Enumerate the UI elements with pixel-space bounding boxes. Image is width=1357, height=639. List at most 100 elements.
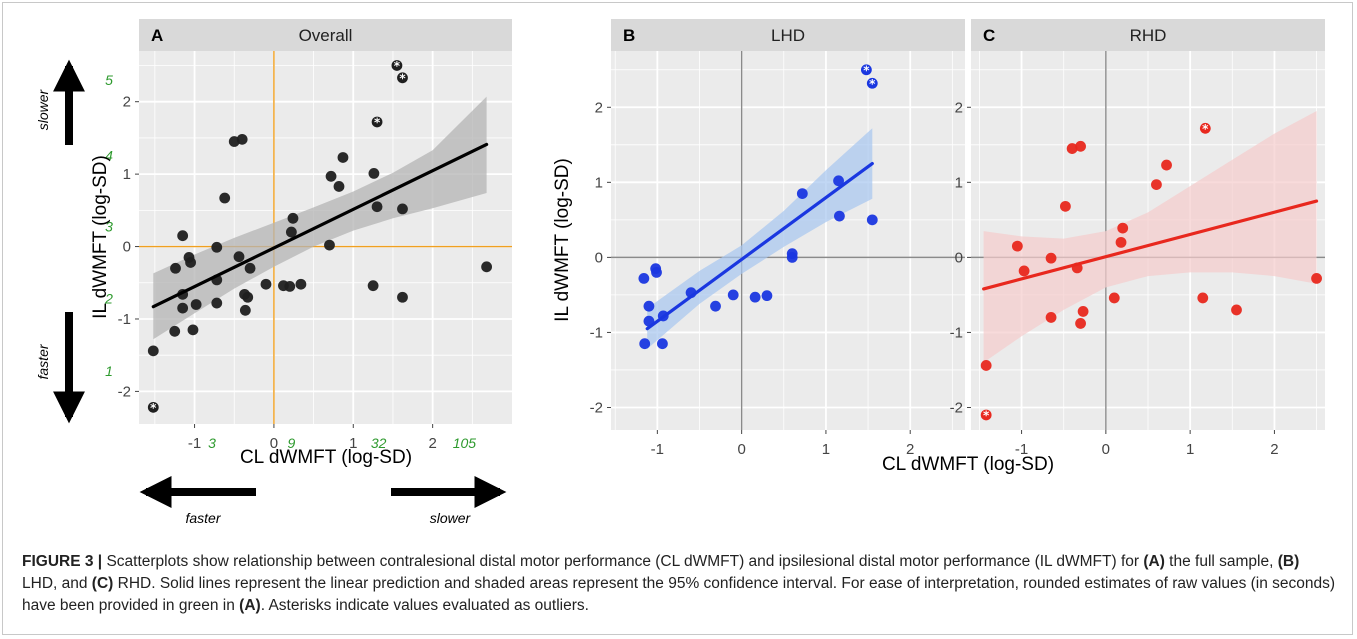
data-point: [239, 304, 251, 316]
data-point: [833, 175, 844, 187]
data-point: [284, 280, 296, 292]
data-point: [834, 210, 845, 222]
x-tick-label: 1: [1186, 441, 1194, 458]
x-tick-label: -1: [1015, 441, 1028, 458]
data-point: [786, 251, 798, 263]
y-tick-label: 1: [955, 174, 963, 191]
data-point: [170, 262, 181, 274]
data-point: [651, 266, 662, 278]
raw-y-label: 5: [105, 72, 113, 88]
outlier-asterisk: *: [394, 59, 401, 73]
raw-x-label: 3: [208, 435, 216, 451]
data-point: [1018, 265, 1030, 277]
data-point: [657, 338, 668, 350]
outlier-dot: [397, 72, 408, 84]
data-point: [1108, 292, 1120, 304]
y-tick-label: 2: [123, 94, 131, 111]
panel-letter: C: [983, 26, 995, 45]
data-point: [177, 230, 189, 242]
y-tick-label: 2: [595, 99, 603, 116]
data-point: [325, 170, 337, 182]
data-point: [211, 241, 223, 253]
data-point: [481, 261, 493, 273]
outlier-dot: [860, 64, 872, 76]
data-point: [1045, 312, 1057, 323]
y-tick-label: -2: [118, 383, 131, 400]
y-tick-label: -1: [950, 324, 963, 341]
label-faster-horizontal: faster: [185, 510, 221, 526]
outlier-point: *: [391, 59, 403, 73]
data-point: [295, 278, 307, 290]
outlier-dot: [866, 77, 878, 89]
y-tick-label: -2: [590, 399, 603, 416]
panel-title: Overall: [299, 26, 353, 45]
data-point: [219, 192, 231, 204]
outlier-asterisk: *: [374, 115, 381, 129]
outlier-asterisk: *: [869, 77, 876, 91]
y-tick-label: -1: [590, 324, 603, 341]
label-slower-vertical: slower: [35, 88, 51, 130]
confidence-band: [153, 96, 487, 340]
data-point: [1045, 252, 1057, 264]
caption-panel-ref: (B): [1277, 553, 1300, 570]
panel-strip: [611, 19, 965, 51]
panel-b: B LHD ** -1 0 1 2 -2 -1 0 1 2: [590, 19, 965, 458]
data-point: [242, 291, 254, 303]
outlier-asterisk: *: [863, 63, 870, 77]
data-point: [337, 152, 349, 163]
raw-y-label: 3: [105, 218, 113, 234]
data-point: [639, 338, 651, 350]
caption-text: Scatterplots show relationship between c…: [102, 553, 1144, 570]
x-tick-label: -1: [651, 441, 664, 458]
data-point: [397, 203, 408, 215]
outlier-dot: [1199, 122, 1211, 134]
data-point: [368, 168, 380, 179]
y-tick-label: 1: [595, 174, 603, 191]
outlier-point: *: [866, 77, 878, 91]
y-axis-title: IL dWMFT (log-SD): [552, 158, 573, 322]
panel-title: RHD: [1130, 26, 1167, 45]
regression-line: [645, 161, 874, 331]
x-axis-title: CL dWMFT (log-SD): [882, 454, 1054, 475]
x-tick-label: 0: [1102, 441, 1110, 458]
caption-text: . Asterisks indicate values evaluated as…: [260, 597, 589, 614]
data-point: [1151, 179, 1162, 190]
outlier-asterisk: *: [1202, 122, 1209, 136]
y-tick-label: 0: [955, 249, 963, 266]
data-point: [643, 300, 655, 312]
label-faster-vertical: faster: [35, 343, 51, 379]
figure-label: FIGURE 3 |: [22, 553, 103, 570]
y-tick-label: 1: [123, 166, 131, 183]
raw-y-label: 1: [105, 363, 113, 379]
figure-caption: FIGURE 3 | Scatterplots show relationshi…: [22, 551, 1337, 617]
data-point: [1161, 159, 1172, 171]
regression-line: [151, 142, 489, 309]
panel-letter: A: [151, 26, 163, 45]
outlier-asterisk: *: [983, 408, 990, 422]
data-point: [233, 251, 245, 263]
data-point: [211, 297, 223, 309]
data-point: [638, 273, 650, 284]
outlier-point: *: [397, 71, 408, 85]
data-point: [244, 262, 256, 274]
data-point: [1077, 306, 1089, 317]
x-tick-label: 2: [1270, 441, 1278, 458]
caption-panel-ref: (C): [91, 575, 114, 592]
data-point: [1197, 292, 1209, 304]
y-tick-label: 2: [955, 99, 963, 116]
x-tick-label: 1: [349, 435, 357, 452]
label-slower-horizontal: slower: [430, 510, 472, 526]
y-tick-label: -2: [950, 399, 963, 416]
raw-x-label: 105: [453, 435, 477, 451]
data-point: [980, 360, 992, 371]
data-point: [371, 201, 383, 213]
outlier-point: *: [147, 401, 159, 415]
caption-body: Scatterplots show relationship between c…: [22, 553, 1335, 614]
data-point: [397, 291, 408, 303]
outlier-point: *: [980, 408, 992, 422]
caption-panel-ref: (A): [239, 597, 261, 614]
regression-line: [982, 199, 1319, 291]
data-point: [1075, 318, 1086, 329]
